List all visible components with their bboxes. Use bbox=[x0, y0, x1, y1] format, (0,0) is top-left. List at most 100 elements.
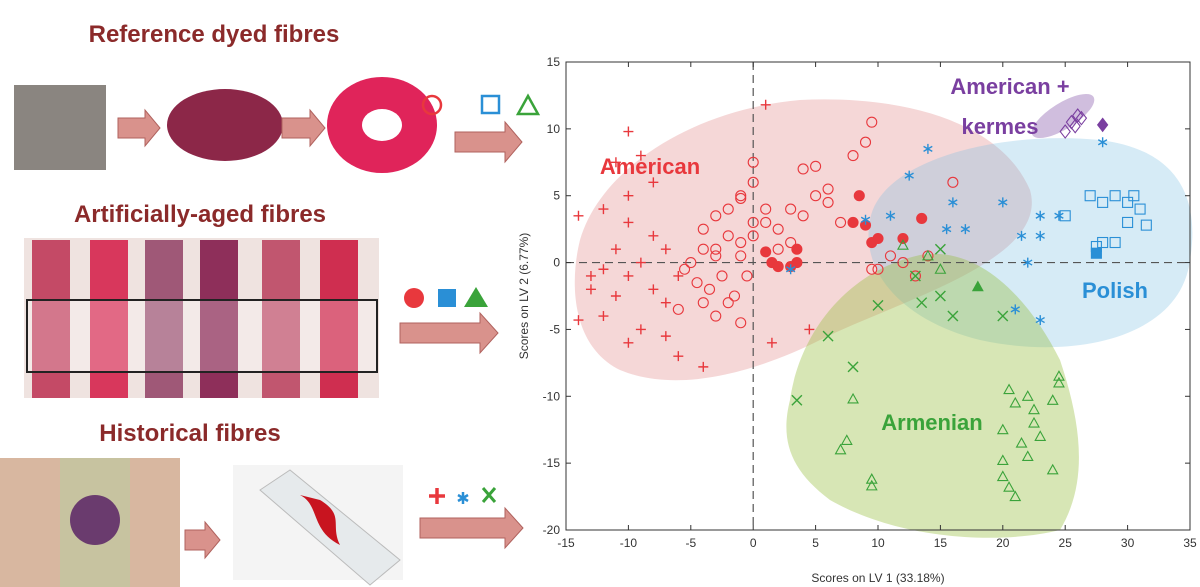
point bbox=[1090, 247, 1102, 259]
point bbox=[847, 361, 859, 373]
point bbox=[691, 277, 703, 289]
annotation: Armenian bbox=[881, 410, 982, 435]
point bbox=[1046, 394, 1059, 405]
arrow bbox=[117, 108, 161, 148]
x-tick-label: 5 bbox=[812, 536, 819, 550]
point bbox=[735, 250, 747, 262]
point bbox=[623, 190, 634, 201]
point bbox=[648, 284, 659, 295]
point bbox=[1097, 137, 1108, 148]
point bbox=[1097, 236, 1109, 249]
point bbox=[648, 177, 659, 188]
point bbox=[1122, 196, 1134, 208]
point bbox=[1059, 124, 1071, 139]
point bbox=[847, 216, 859, 229]
aged-box bbox=[26, 299, 378, 373]
point bbox=[1109, 236, 1121, 249]
point bbox=[1010, 304, 1020, 315]
point bbox=[948, 197, 958, 208]
point bbox=[1140, 219, 1152, 231]
point bbox=[904, 170, 914, 181]
point bbox=[610, 291, 621, 301]
point bbox=[1009, 490, 1022, 502]
point bbox=[797, 210, 809, 222]
point bbox=[872, 263, 884, 275]
point bbox=[885, 210, 896, 221]
icon bbox=[404, 288, 424, 308]
point bbox=[722, 297, 734, 309]
point bbox=[1097, 196, 1109, 208]
point bbox=[660, 244, 671, 255]
point bbox=[941, 224, 952, 235]
point bbox=[747, 216, 759, 229]
point bbox=[872, 232, 884, 245]
point bbox=[960, 224, 971, 235]
point bbox=[697, 297, 709, 309]
point bbox=[909, 270, 921, 282]
icon bbox=[429, 488, 445, 504]
point bbox=[947, 176, 959, 188]
arrow bbox=[281, 108, 326, 148]
y-tick-label: 0 bbox=[553, 256, 560, 270]
point bbox=[822, 330, 834, 342]
point bbox=[822, 196, 834, 208]
historical-title: Historical fibres bbox=[99, 420, 280, 447]
point bbox=[866, 116, 878, 128]
point bbox=[703, 283, 716, 295]
point bbox=[673, 351, 684, 362]
point bbox=[1035, 210, 1045, 221]
arrow bbox=[419, 506, 524, 550]
x-tick-label: 0 bbox=[750, 536, 757, 550]
point bbox=[865, 473, 878, 484]
point bbox=[660, 297, 671, 308]
point bbox=[998, 197, 1008, 208]
plot-area bbox=[566, 62, 1190, 530]
point bbox=[947, 310, 959, 322]
point bbox=[1015, 436, 1028, 448]
point bbox=[810, 160, 822, 172]
point bbox=[623, 337, 634, 348]
point bbox=[623, 270, 634, 281]
y-tick-label: -5 bbox=[549, 322, 560, 336]
point bbox=[716, 270, 728, 282]
icon bbox=[421, 94, 443, 116]
region-kermes bbox=[1031, 93, 1095, 139]
point bbox=[859, 136, 872, 148]
x-tick-label: -5 bbox=[685, 536, 696, 550]
point bbox=[860, 214, 871, 225]
point bbox=[735, 192, 747, 204]
point bbox=[585, 270, 596, 281]
point bbox=[710, 310, 722, 322]
annotation: American bbox=[600, 154, 700, 179]
point bbox=[1009, 396, 1022, 408]
point bbox=[585, 284, 596, 295]
point bbox=[648, 230, 659, 241]
photo-beetles bbox=[14, 85, 106, 170]
icon bbox=[438, 289, 456, 307]
point bbox=[865, 479, 878, 491]
point bbox=[872, 299, 884, 311]
point bbox=[635, 324, 646, 335]
point bbox=[853, 190, 865, 202]
point bbox=[610, 157, 621, 168]
point bbox=[1109, 190, 1121, 202]
point bbox=[916, 212, 928, 224]
point bbox=[635, 150, 646, 161]
point bbox=[996, 423, 1009, 435]
point bbox=[1122, 216, 1134, 229]
point bbox=[635, 257, 646, 268]
point bbox=[834, 443, 847, 455]
point bbox=[791, 394, 803, 406]
point bbox=[810, 190, 822, 202]
point bbox=[735, 317, 747, 329]
icon bbox=[515, 93, 541, 116]
x-tick-label: 35 bbox=[1183, 536, 1197, 550]
point bbox=[997, 310, 1009, 322]
x-axis-label: Scores on LV 1 (33.18%) bbox=[811, 571, 944, 585]
x-tick-label: 10 bbox=[871, 536, 885, 550]
x-tick-label: 15 bbox=[934, 536, 948, 550]
point bbox=[772, 261, 784, 273]
point bbox=[710, 250, 722, 262]
fibre bbox=[300, 495, 340, 545]
point bbox=[909, 270, 921, 282]
